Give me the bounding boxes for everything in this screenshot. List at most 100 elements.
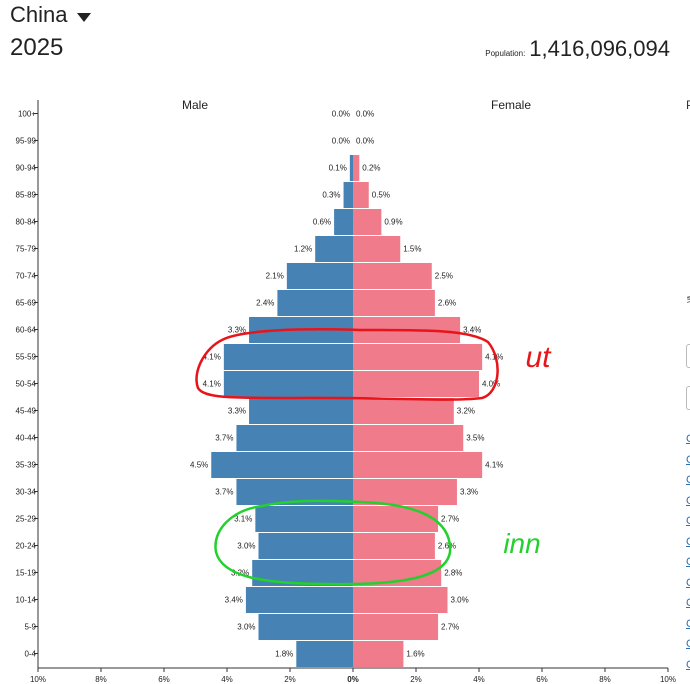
bar-male-25-29 <box>255 506 353 532</box>
label-female-85-89: 0.5% <box>372 191 390 200</box>
label-female-30-34: 3.3% <box>460 488 478 497</box>
label-female-40-44: 3.5% <box>466 434 484 443</box>
bar-male-5-9 <box>258 614 353 640</box>
country-selector[interactable]: China <box>10 2 92 28</box>
side-panel-button[interactable] <box>686 386 690 410</box>
side-panel-link[interactable]: C <box>686 617 690 630</box>
y-tick-label-0-4: 0-4 <box>24 650 36 659</box>
label-female-35-39: 4.1% <box>485 461 503 470</box>
y-tick-label-60-64: 60-64 <box>16 326 37 335</box>
side-panel-link[interactable]: C <box>686 535 690 548</box>
side-panel-link[interactable]: C <box>686 638 690 650</box>
y-tick-label-10-14: 10-14 <box>16 596 37 605</box>
label-female-15-19: 2.8% <box>444 569 462 578</box>
side-panel-input[interactable] <box>686 344 690 368</box>
red-annotation-circle <box>195 328 499 401</box>
label-male-5-9: 3.0% <box>237 623 255 632</box>
bar-male-80-84 <box>334 209 353 235</box>
bar-male-90-94 <box>349 155 353 181</box>
series-label-male: Male <box>182 98 208 112</box>
label-male-0-4: 1.8% <box>275 650 293 659</box>
label-female-70-74: 2.5% <box>435 272 453 281</box>
y-tick-label-45-49: 45-49 <box>16 407 37 416</box>
x-tick-label-4: 2% <box>284 675 296 684</box>
label-male-20-24: 3.0% <box>237 542 255 551</box>
bar-female-30-34 <box>353 479 457 505</box>
side-panel-link[interactable]: C <box>686 597 690 609</box>
label-female-0-4: 1.6% <box>406 650 424 659</box>
y-tick-label-50-54: 50-54 <box>16 380 37 389</box>
series-label-female: Female <box>491 98 531 112</box>
y-tick-label-80-84: 80-84 <box>16 218 37 227</box>
label-female-75-79: 1.5% <box>403 245 421 254</box>
bar-male-65-69 <box>277 290 353 316</box>
bar-male-50-54 <box>223 371 353 397</box>
y-tick-label-40-44: 40-44 <box>16 434 37 443</box>
bar-male-75-79 <box>315 236 353 262</box>
y-tick-label-70-74: 70-74 <box>16 272 37 281</box>
bar-female-85-89 <box>353 182 369 208</box>
bar-male-45-49 <box>249 398 353 424</box>
x-tick-label-1: 8% <box>95 675 107 684</box>
x-tick-label-10: 10% <box>660 675 676 684</box>
label-male-25-29: 3.1% <box>234 515 252 524</box>
x-tick-label-9: 8% <box>599 675 611 684</box>
label-male-50-54: 4.1% <box>203 380 221 389</box>
bar-male-35-39 <box>211 452 353 478</box>
x-tick-label-8: 6% <box>536 675 548 684</box>
bar-female-50-54 <box>353 371 479 397</box>
side-panel-letter: P <box>686 98 690 112</box>
population-display: Population: 1,416,096,094 <box>485 36 670 62</box>
population-pyramid-chart: Male Female 0-4 1.8% 1.6% 5-9 3.0% 2.7% 10-14 3.4… <box>16 98 676 684</box>
y-tick-label-35-39: 35-39 <box>16 461 37 470</box>
x-tick-label-5: 0% <box>347 675 359 684</box>
y-tick-label-65-69: 65-69 <box>16 299 37 308</box>
label-male-45-49: 3.3% <box>228 407 246 416</box>
label-female-45-49: 3.2% <box>457 407 475 416</box>
label-female-80-84: 0.9% <box>384 218 402 227</box>
side-panel-link[interactable]: C <box>686 453 690 466</box>
y-tick-label-100+: 100+ <box>18 110 36 119</box>
bar-female-75-79 <box>353 236 401 262</box>
y-tick-label-5-9: 5-9 <box>24 623 36 632</box>
side-panel-link[interactable]: C <box>686 494 690 507</box>
bar-male-55-59 <box>223 344 353 370</box>
bar-female-55-59 <box>353 344 483 370</box>
bar-male-70-74 <box>286 263 353 289</box>
label-female-60-64: 3.4% <box>463 326 481 335</box>
side-panel-link[interactable]: C <box>686 658 690 671</box>
side-panel-link[interactable]: C <box>686 515 690 527</box>
bar-female-80-84 <box>353 209 382 235</box>
label-male-35-39: 4.5% <box>190 461 208 470</box>
green-annotation-circle <box>214 499 452 586</box>
side-panel-link[interactable]: C <box>686 474 690 486</box>
label-female-10-14: 3.0% <box>451 596 469 605</box>
label-female-20-24: 2.6% <box>438 542 456 551</box>
bar-male-85-89 <box>343 182 353 208</box>
side-panel-link[interactable]: C <box>686 556 690 568</box>
y-tick-label-20-24: 20-24 <box>16 542 37 551</box>
green-annotation-text: inn <box>503 528 540 559</box>
bar-female-20-24 <box>353 533 435 559</box>
bar-male-0-4 <box>296 641 353 667</box>
label-male-70-74: 2.1% <box>266 272 284 281</box>
bar-male-20-24 <box>258 533 353 559</box>
dropdown-caret-icon[interactable] <box>77 12 92 22</box>
x-tick-label-3: 4% <box>221 675 233 684</box>
label-male-30-34: 3.7% <box>215 488 233 497</box>
bar-female-65-69 <box>353 290 435 316</box>
side-panel-link[interactable]: C <box>686 433 690 445</box>
label-female-50-54: 4.0% <box>482 380 500 389</box>
x-tick-label-7: 4% <box>473 675 485 684</box>
y-tick-label-75-79: 75-79 <box>16 245 37 254</box>
side-panel-link[interactable]: C <box>686 576 690 589</box>
population-value: 1,416,096,094 <box>529 36 670 61</box>
bar-female-10-14 <box>353 587 448 613</box>
bar-male-10-14 <box>245 587 353 613</box>
bar-female-35-39 <box>353 452 483 478</box>
population-label: Population: <box>485 49 526 58</box>
label-male-85-89: 0.3% <box>322 191 340 200</box>
label-male-65-69: 2.4% <box>256 299 274 308</box>
bar-female-0-4 <box>353 641 404 667</box>
label-male-75-79: 1.2% <box>294 245 312 254</box>
